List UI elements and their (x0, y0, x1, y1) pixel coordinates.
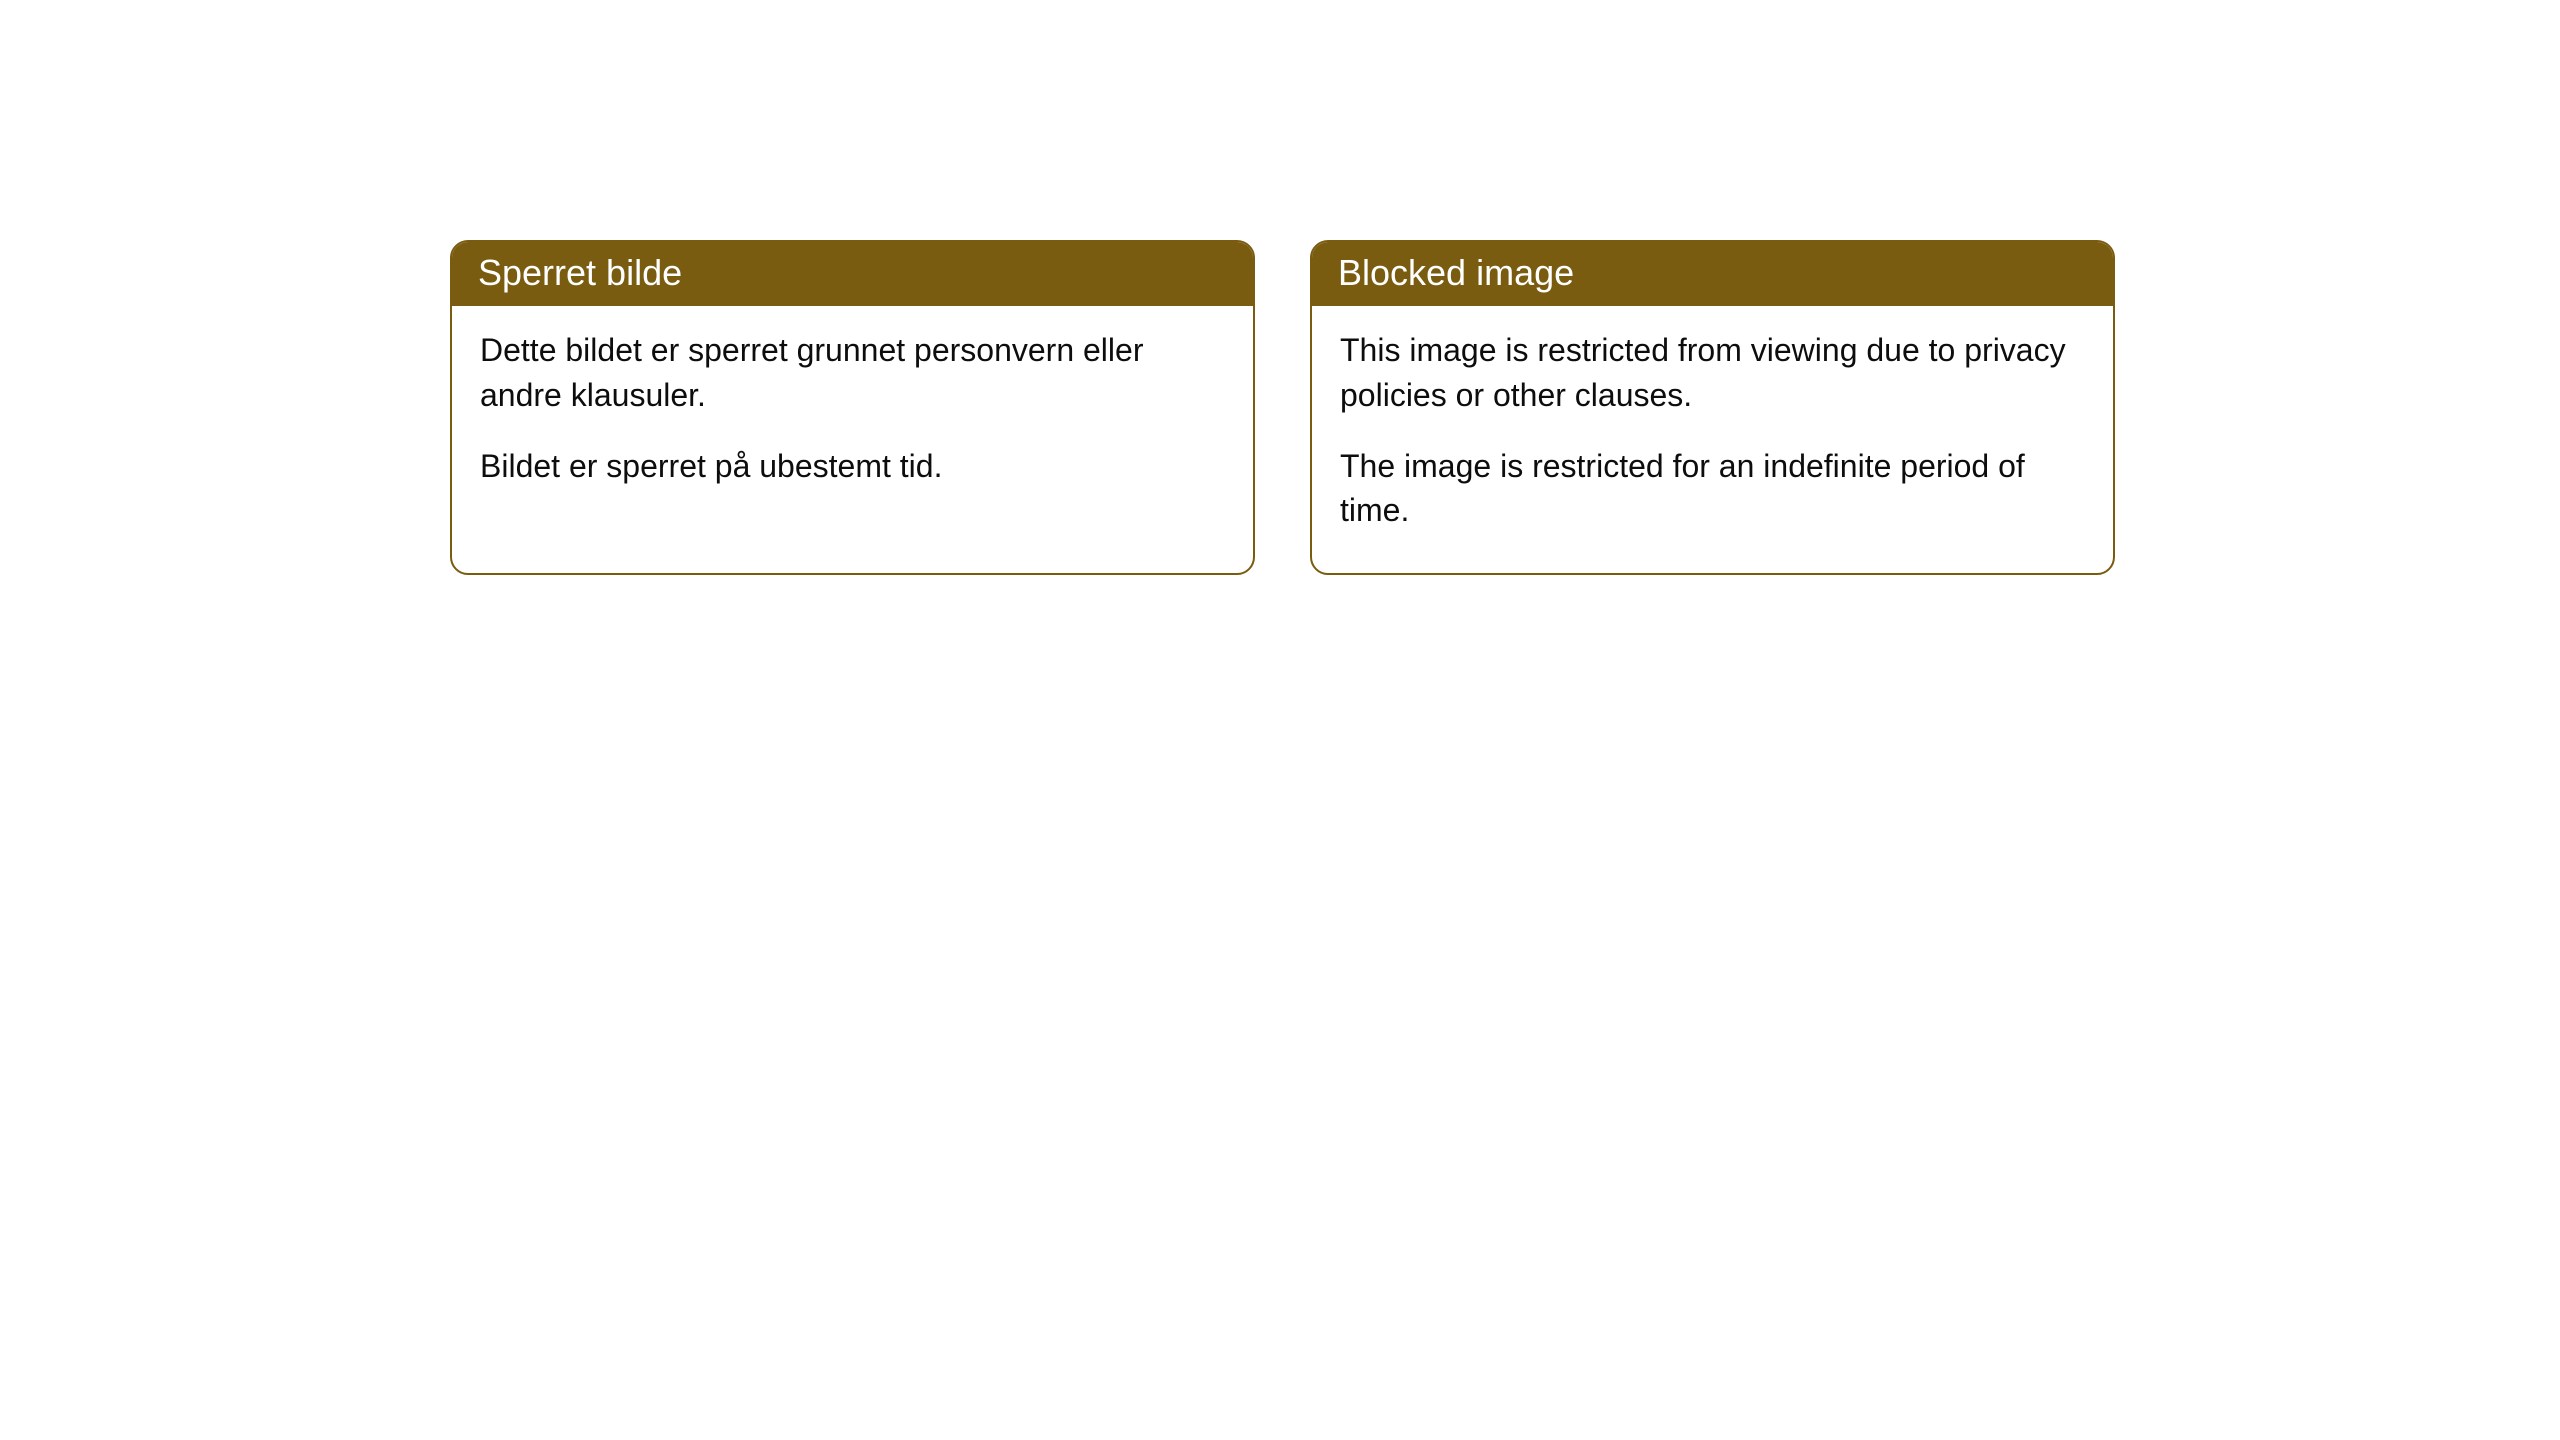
notice-paragraph: Dette bildet er sperret grunnet personve… (480, 328, 1225, 418)
notice-paragraph: The image is restricted for an indefinit… (1340, 444, 2085, 534)
notice-body: This image is restricted from viewing du… (1312, 306, 2113, 573)
notice-card-english: Blocked image This image is restricted f… (1310, 240, 2115, 575)
notice-paragraph: Bildet er sperret på ubestemt tid. (480, 444, 1225, 489)
notice-header: Sperret bilde (452, 242, 1253, 306)
notice-body: Dette bildet er sperret grunnet personve… (452, 306, 1253, 528)
notice-container: Sperret bilde Dette bildet er sperret gr… (450, 240, 2115, 575)
notice-paragraph: This image is restricted from viewing du… (1340, 328, 2085, 418)
notice-card-norwegian: Sperret bilde Dette bildet er sperret gr… (450, 240, 1255, 575)
notice-header: Blocked image (1312, 242, 2113, 306)
